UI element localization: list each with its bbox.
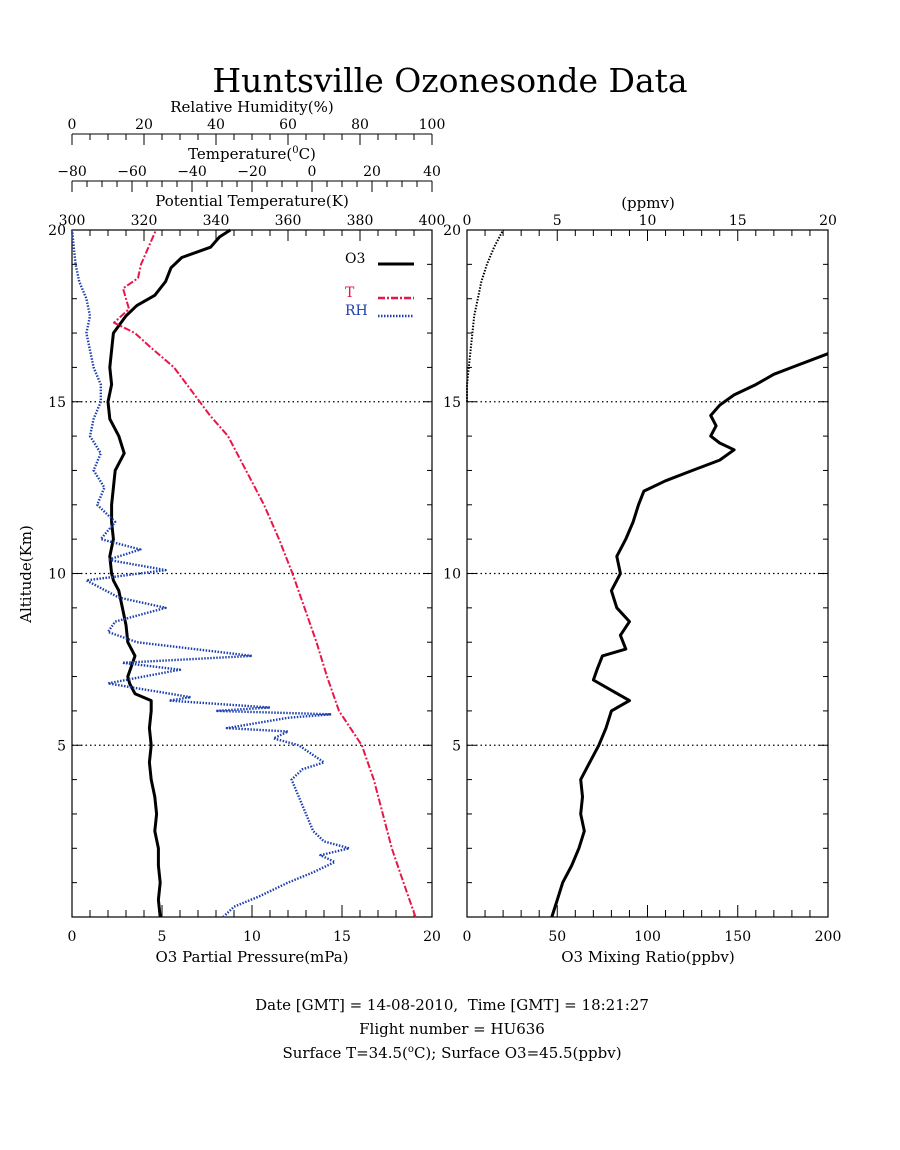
footer-info: Date [GMT] = 14-08-2010, Time [GMT] = 18… bbox=[255, 996, 649, 1062]
series-line-t bbox=[113, 229, 417, 918]
series-line-o3-mixing-ratio bbox=[550, 352, 829, 918]
x-tick-label-top: −20 bbox=[237, 164, 267, 180]
x-tick-label-top: 40 bbox=[423, 164, 441, 180]
x-tick-label-bottom: 5 bbox=[158, 929, 167, 945]
axis-label-ppmv: (ppmv) bbox=[621, 194, 675, 212]
y-tick-label: 10 bbox=[48, 567, 66, 583]
y-tick-label: 20 bbox=[443, 223, 461, 239]
x-tick-label-top: −40 bbox=[177, 164, 207, 180]
legend-label-o3: O3 bbox=[345, 251, 365, 267]
x-tick-label-bottom: 0 bbox=[463, 929, 472, 945]
x-tick-label-top: 20 bbox=[363, 164, 381, 180]
x-tick-label-top: 0 bbox=[308, 164, 317, 180]
x-tick-label-top: 0 bbox=[463, 213, 472, 229]
x-tick-label-top: 340 bbox=[203, 213, 230, 229]
figure-title: Huntsville Ozonesonde Data bbox=[212, 61, 687, 100]
x-axis-label-o3-partial-pressure: O3 Partial Pressure(mPa) bbox=[155, 948, 348, 966]
x-tick-label-top: 380 bbox=[347, 213, 374, 229]
series-line-rh bbox=[70, 229, 351, 918]
x-tick-label-bottom: 50 bbox=[548, 929, 566, 945]
y-tick-label: 20 bbox=[48, 223, 66, 239]
legend-label-rh: RH bbox=[345, 303, 368, 319]
x-tick-label-bottom: 0 bbox=[68, 929, 77, 945]
legend-label-t: T bbox=[345, 285, 355, 301]
x-tick-label-top: 40 bbox=[207, 117, 225, 133]
x-tick-label-top: 300 bbox=[59, 213, 86, 229]
y-tick-label: 5 bbox=[57, 738, 66, 754]
temperature-label-post: C) bbox=[299, 145, 316, 163]
y-tick-label: 10 bbox=[443, 567, 461, 583]
temperature-label-sup: 0 bbox=[292, 145, 298, 156]
x-tick-label-top: 15 bbox=[729, 213, 747, 229]
x-tick-label-top: 0 bbox=[68, 117, 77, 133]
footer-date-time: Date [GMT] = 14-08-2010, Time [GMT] = 18… bbox=[255, 996, 649, 1014]
footer-flight-number: Flight number = HU636 bbox=[359, 1020, 545, 1038]
x-tick-label-top: 360 bbox=[275, 213, 302, 229]
x-tick-label-bottom: 20 bbox=[423, 929, 441, 945]
x-tick-label-bottom: 200 bbox=[815, 929, 842, 945]
x-axis-label-o3-mixing-ratio: O3 Mixing Ratio(ppbv) bbox=[561, 948, 734, 966]
series-line-ppmv-profile bbox=[466, 229, 504, 402]
axis-label-temperature: Temperature(0C) bbox=[188, 145, 316, 163]
x-tick-label-bottom: 15 bbox=[333, 929, 351, 945]
x-tick-label-top: 10 bbox=[639, 213, 657, 229]
axis-label-potential-temperature: Potential Temperature(K) bbox=[155, 192, 349, 210]
x-tick-label-top: −60 bbox=[117, 164, 147, 180]
footer-surface-sup: o bbox=[408, 1044, 414, 1055]
x-tick-label-top: −80 bbox=[57, 164, 87, 180]
left-chart-panel: 0 5 10 15 200 20 40 60 80 100−80 −60 −40 −20 0 20 40300… bbox=[17, 98, 445, 966]
x-tick-label-top: 60 bbox=[279, 117, 297, 133]
footer-surface-post: C); Surface O3=45.5(ppbv) bbox=[414, 1044, 622, 1062]
x-tick-label-bottom: 150 bbox=[724, 929, 751, 945]
x-tick-label-top: 400 bbox=[419, 213, 446, 229]
axis-label-relative-humidity: Relative Humidity(%) bbox=[170, 98, 333, 116]
temperature-label-pre: Temperature( bbox=[188, 145, 292, 163]
left-legend: O3 T RH bbox=[345, 251, 414, 319]
y-tick-label: 5 bbox=[452, 738, 461, 754]
x-tick-label-bottom: 100 bbox=[634, 929, 661, 945]
x-tick-label-bottom: 10 bbox=[243, 929, 261, 945]
y-tick-label: 15 bbox=[443, 395, 461, 411]
footer-surface-pre: Surface T=34.5( bbox=[282, 1044, 407, 1062]
x-tick-label-top: 20 bbox=[135, 117, 153, 133]
x-tick-label-top: 20 bbox=[819, 213, 837, 229]
right-chart-panel: 0 50 100 150 200 0 5 10 15 20 5 10 15 20 O3 Mixing R… bbox=[443, 194, 841, 966]
x-tick-label-top: 100 bbox=[419, 117, 446, 133]
y-tick-label: 15 bbox=[48, 395, 66, 411]
y-axis-label-altitude: Altitude(Km) bbox=[17, 525, 35, 624]
x-tick-label-top: 80 bbox=[351, 117, 369, 133]
footer-surface-values: Surface T=34.5(oC); Surface O3=45.5(ppbv… bbox=[282, 1044, 621, 1062]
x-tick-label-top: 320 bbox=[131, 213, 158, 229]
x-tick-label-top: 5 bbox=[553, 213, 562, 229]
